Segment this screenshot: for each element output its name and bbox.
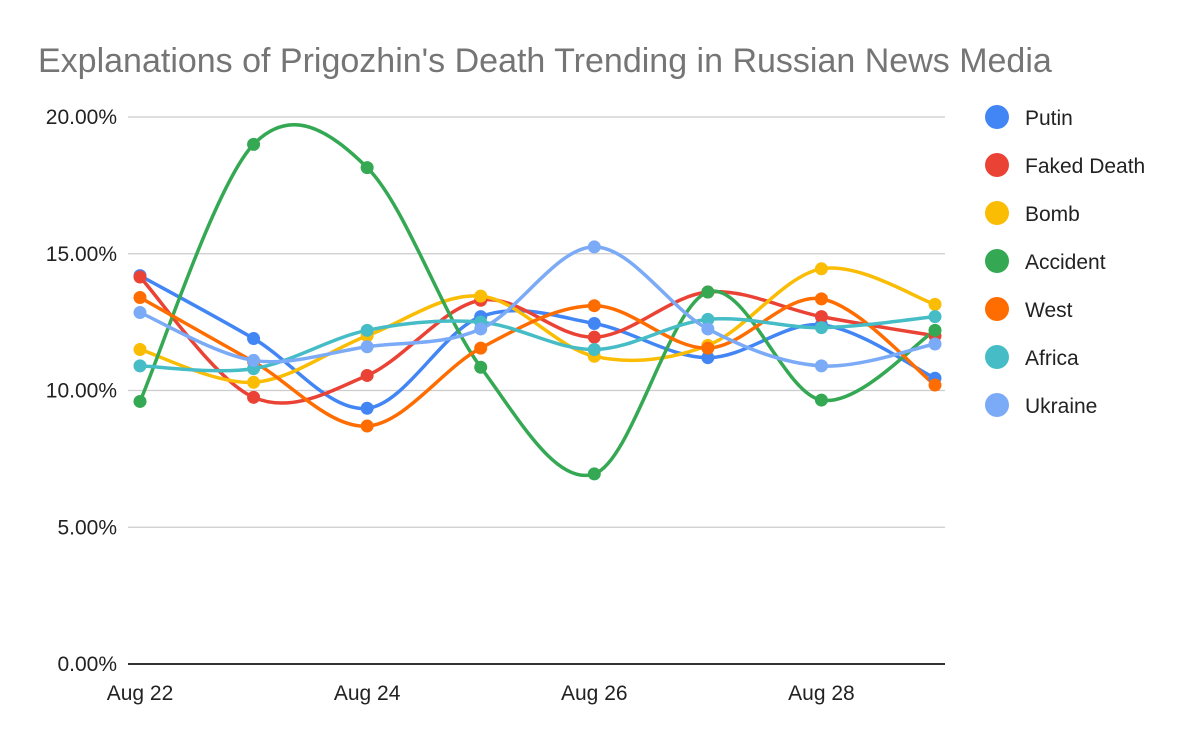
y-tick-label: 5.00% — [57, 516, 117, 539]
data-point-accident — [701, 285, 715, 299]
legend-marker-west — [985, 297, 1009, 321]
data-point-west — [701, 341, 715, 355]
data-point-faked-death — [814, 310, 828, 324]
legend-marker-faked-death — [985, 153, 1009, 177]
x-axis-ticks: Aug 22 Aug 24 Aug 26 Aug 28 — [107, 682, 855, 705]
y-axis-ticks: 0.00% 5.00% 10.00% 15.00% 20.00% — [46, 106, 117, 676]
data-point-accident — [133, 394, 147, 408]
gridlines — [128, 116, 945, 665]
data-point-accident — [247, 137, 261, 151]
legend-label-putin: Putin — [1025, 107, 1073, 130]
data-point-ukraine — [587, 240, 601, 254]
data-point-faked-death — [360, 368, 374, 382]
data-point-west — [587, 299, 601, 313]
data-point-ukraine — [701, 322, 715, 336]
legend-label-africa: Africa — [1025, 347, 1079, 370]
data-point-africa — [587, 342, 601, 356]
data-point-west — [814, 292, 828, 306]
legend-marker-ukraine — [985, 393, 1009, 417]
y-tick-label: 20.00% — [46, 106, 117, 129]
data-point-faked-death — [247, 390, 261, 404]
data-point-africa — [928, 310, 942, 324]
data-point-putin — [360, 401, 374, 415]
data-point-ukraine — [360, 340, 374, 354]
data-point-accident — [814, 393, 828, 407]
series-line-bomb — [138, 266, 937, 385]
legend-label-ukraine: Ukraine — [1025, 395, 1097, 418]
legend-marker-bomb — [985, 201, 1009, 225]
x-tick-label: Aug 24 — [334, 682, 401, 705]
x-tick-label: Aug 26 — [561, 682, 628, 705]
legend-label-bomb: Bomb — [1025, 203, 1080, 226]
chart-title: Explanations of Prigozhin's Death Trendi… — [38, 42, 1052, 80]
series-line-putin — [138, 273, 937, 411]
data-point-ukraine — [928, 337, 942, 351]
data-point-africa — [133, 359, 147, 373]
legend-label-faked-death: Faked Death — [1025, 155, 1145, 178]
data-point-putin — [587, 316, 601, 330]
data-point-ukraine — [474, 322, 488, 336]
data-point-ukraine — [133, 306, 147, 320]
data-point-accident — [928, 323, 942, 337]
legend: Putin Faked Death Bomb Accident West Africa Uk… — [985, 105, 1145, 418]
data-point-bomb — [814, 262, 828, 276]
data-point-west — [360, 419, 374, 433]
data-point-west — [474, 341, 488, 355]
data-point-bomb — [474, 289, 488, 303]
data-point-west — [928, 378, 942, 392]
data-point-accident — [360, 161, 374, 175]
legend-marker-accident — [985, 249, 1009, 273]
data-point-ukraine — [247, 353, 261, 367]
legend-label-west: West — [1025, 299, 1073, 322]
y-tick-label: 0.00% — [57, 653, 117, 676]
legend-marker-putin — [985, 105, 1009, 129]
x-tick-label: Aug 22 — [107, 682, 174, 705]
series-line-ukraine — [138, 245, 937, 368]
data-point-accident — [474, 360, 488, 374]
data-point-west — [133, 291, 147, 305]
data-point-bomb — [133, 342, 147, 356]
series-line-africa — [138, 314, 937, 373]
data-point-africa — [701, 312, 715, 326]
data-point-africa — [814, 321, 828, 335]
y-tick-label: 10.00% — [46, 380, 117, 403]
data-point-africa — [360, 323, 374, 337]
series-points — [133, 137, 942, 481]
data-point-faked-death — [587, 330, 601, 344]
x-tick-label: Aug 28 — [788, 682, 855, 705]
legend-label-accident: Accident — [1025, 251, 1106, 274]
data-point-bomb — [247, 375, 261, 389]
data-point-ukraine — [814, 359, 828, 373]
data-point-putin — [701, 351, 715, 365]
data-point-faked-death — [133, 270, 147, 284]
data-point-accident — [587, 467, 601, 481]
y-tick-label: 15.00% — [46, 243, 117, 266]
data-point-bomb — [928, 297, 942, 311]
legend-marker-africa — [985, 345, 1009, 369]
data-point-putin — [247, 332, 261, 346]
